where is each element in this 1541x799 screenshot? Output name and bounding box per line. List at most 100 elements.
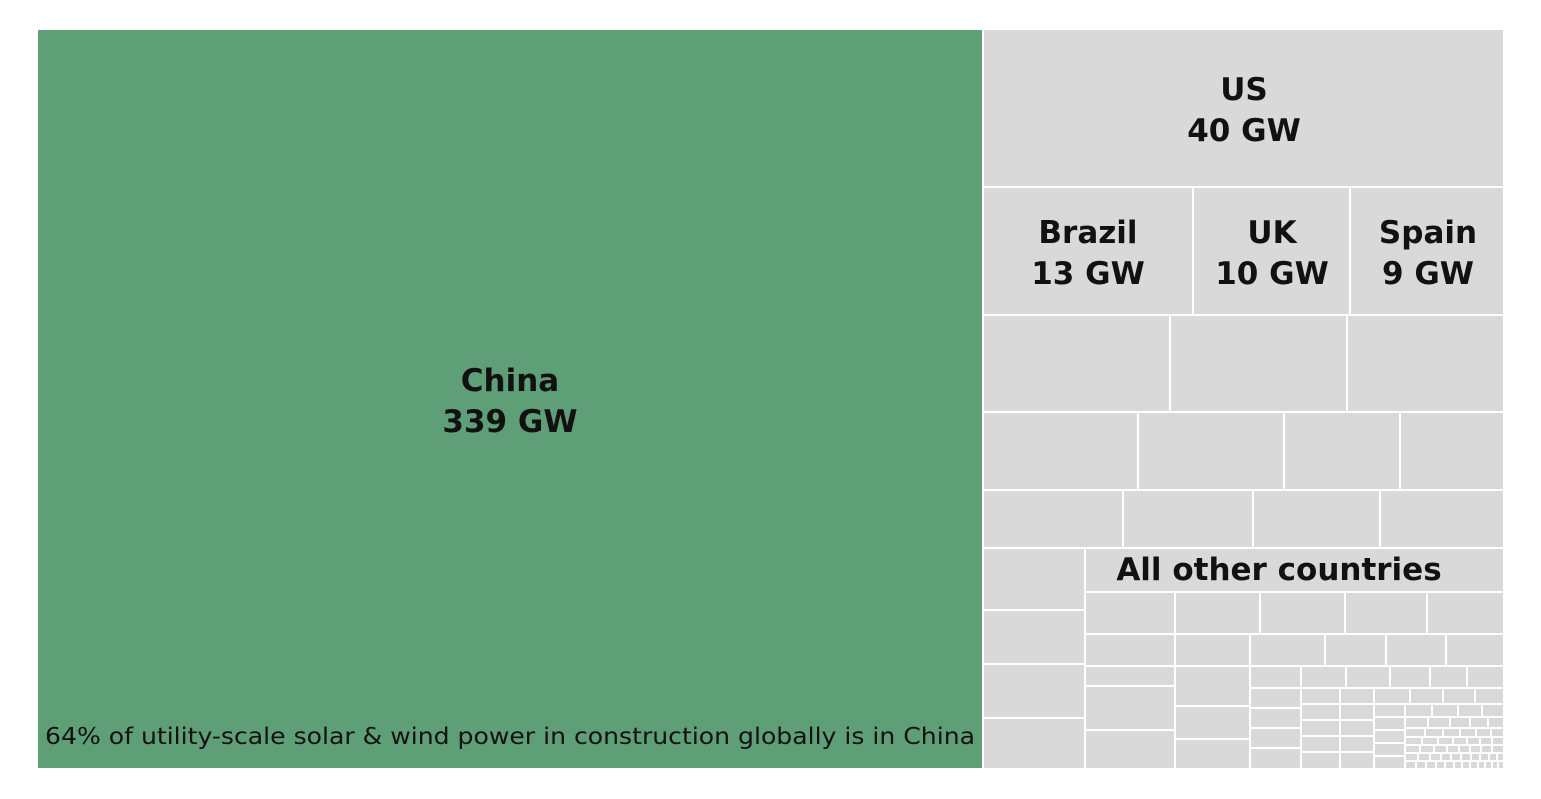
treemap-cell-other — [1477, 760, 1486, 770]
label-all-other-countries: All other countries — [1116, 552, 1441, 588]
treemap-cell-other — [1249, 687, 1302, 709]
treemap-cell-other — [1469, 744, 1482, 754]
treemap-cell-other — [1444, 760, 1455, 770]
treemap-cell-other — [1479, 752, 1490, 762]
treemap-cell-other — [982, 411, 1139, 491]
treemap-cell-other — [1475, 727, 1492, 738]
treemap-cell-other — [982, 314, 1171, 413]
treemap-cell-other — [1409, 687, 1444, 705]
treemap-cell-other — [1249, 747, 1302, 770]
treemap-cell-other — [1452, 736, 1468, 746]
treemap-cell-other — [1373, 716, 1406, 731]
treemap-cell-other — [1488, 752, 1498, 762]
treemap-cell-other — [1440, 752, 1452, 762]
treemap-cell-other — [1252, 489, 1381, 549]
treemap-cell-other — [982, 547, 1086, 611]
treemap-cell-other — [1169, 314, 1348, 413]
treemap-cell-other — [1461, 760, 1471, 770]
treemap-cell-other — [1460, 752, 1472, 762]
treemap-cell-other — [1450, 752, 1462, 762]
label-us-name: US — [1220, 72, 1268, 108]
treemap-cell-other — [1339, 735, 1375, 753]
treemap-cell-other — [1487, 716, 1505, 729]
treemap-cell-other — [1404, 744, 1421, 754]
treemap-cell-other — [1449, 716, 1471, 729]
treemap-cell-other — [1339, 687, 1375, 705]
treemap-cell-spain — [1349, 186, 1505, 316]
treemap-cell-other — [1084, 633, 1176, 667]
treemap-cell-other — [1249, 727, 1302, 749]
treemap-cell-other — [1445, 633, 1505, 667]
treemap-cell-other — [1174, 705, 1251, 740]
label-uk-name: UK — [1247, 215, 1297, 251]
label-china-name: China — [461, 363, 559, 399]
treemap-cell-other — [1474, 687, 1505, 705]
treemap-cell-other — [1466, 665, 1505, 689]
treemap-cell-other — [1404, 703, 1433, 718]
treemap-cell-other — [1373, 687, 1411, 705]
treemap-cell-other — [1174, 738, 1251, 770]
treemap-cell-uk — [1192, 186, 1351, 316]
treemap-cell-other — [1424, 727, 1444, 738]
treemap-cell-other — [1490, 727, 1505, 738]
treemap-cell-other — [982, 489, 1124, 549]
treemap-cell-other — [1497, 760, 1505, 770]
treemap-cell-other — [1431, 703, 1459, 718]
treemap-cell-other — [1389, 665, 1431, 689]
treemap-cell-other — [1300, 703, 1341, 721]
treemap-cell-other — [1457, 703, 1483, 718]
treemap-cell-other — [1373, 742, 1406, 757]
treemap-cell-other — [1344, 591, 1428, 635]
treemap-cell-other — [1442, 687, 1476, 705]
treemap-cell-other — [1084, 547, 1505, 593]
label-brazil-name: Brazil — [1038, 215, 1137, 251]
treemap-cell-other — [1379, 489, 1505, 549]
treemap-cell-other — [1084, 685, 1176, 731]
treemap-cell-other — [1426, 591, 1505, 635]
treemap-cell-other — [1122, 489, 1254, 549]
treemap-cell-other — [1442, 727, 1461, 738]
treemap-cell-other — [1446, 744, 1460, 754]
treemap-cell-other — [1404, 727, 1426, 738]
treemap-cell-other — [1300, 665, 1347, 689]
treemap-cell-other — [1433, 744, 1448, 754]
treemap-cell-other — [1417, 752, 1431, 762]
treemap-cell-other — [982, 717, 1086, 770]
treemap-cell-brazil — [982, 186, 1194, 316]
treemap-cell-other — [1300, 687, 1341, 705]
treemap-cell-other — [1300, 751, 1341, 770]
treemap-cell-other — [1429, 665, 1468, 689]
treemap-cell-other — [1480, 744, 1493, 754]
treemap-cell-other — [1469, 716, 1489, 729]
treemap-cell-other — [1404, 716, 1429, 729]
treemap-cell-other — [1466, 736, 1481, 746]
treemap-cell-other — [1084, 729, 1176, 770]
treemap-cell-other — [1429, 752, 1442, 762]
treemap-cell-other — [1174, 665, 1251, 707]
label-china-value: 339 GW — [442, 404, 577, 440]
treemap-cell-other — [1469, 760, 1479, 770]
treemap-cell-other — [1415, 760, 1427, 770]
treemap-cell-other — [1283, 411, 1401, 491]
treemap-cell-other — [1174, 633, 1251, 667]
treemap-cell-other — [1470, 752, 1481, 762]
treemap-cell-other — [1484, 760, 1493, 770]
label-spain-name: Spain — [1379, 215, 1477, 251]
treemap-cell-other — [1249, 665, 1302, 689]
treemap-cell-other — [1453, 760, 1463, 770]
treemap-cell-other — [1404, 736, 1423, 746]
treemap-cell-other — [1481, 703, 1505, 718]
treemap-cell-other — [1084, 665, 1176, 687]
treemap-cell-other — [1491, 736, 1505, 746]
chart-annotation: 64% of utility-scale solar & wind power … — [45, 724, 975, 750]
treemap-cell-other — [1259, 591, 1346, 635]
treemap-cell-us — [982, 28, 1505, 188]
treemap-cell-other — [1174, 591, 1261, 635]
treemap-cell-china — [36, 28, 984, 770]
treemap-cell-other — [1300, 735, 1341, 753]
treemap-cell-other — [982, 663, 1086, 719]
treemap-cell-other — [1421, 736, 1439, 746]
treemap-cell-other — [1479, 736, 1493, 746]
